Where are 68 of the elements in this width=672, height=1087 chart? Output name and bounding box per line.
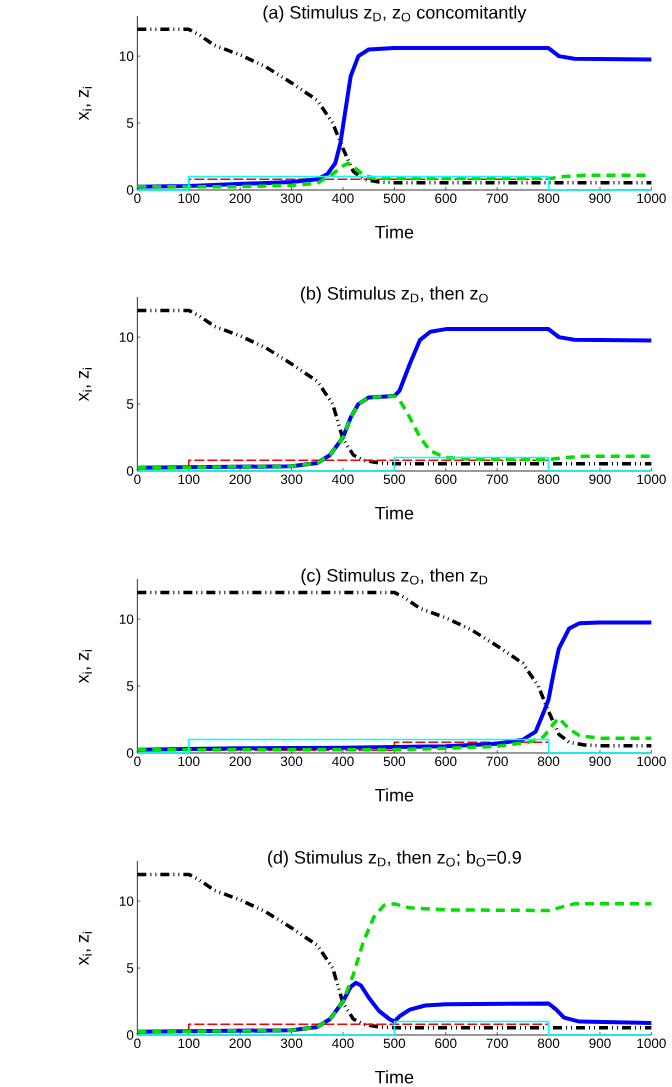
x-axis-title: Time bbox=[374, 506, 414, 520]
y-axis-title: x$_{i}$, z$_{i}$ bbox=[78, 368, 92, 402]
x-tick-label: 300 bbox=[280, 1038, 303, 1049]
x-tick-label: 100 bbox=[178, 756, 200, 767]
y-tick-label: 0 bbox=[126, 748, 134, 758]
y-tick-label: 5 bbox=[126, 399, 134, 409]
x-tick-label: 200 bbox=[229, 1038, 251, 1049]
y-tick-label: 10 bbox=[119, 51, 134, 61]
y-tick-label: 0 bbox=[126, 466, 134, 476]
chart-title: (d) Stimulus z$_{D}$, then z$_{O}$; b$_{O}$=0.9 bbox=[267, 850, 521, 868]
x-tick-label: 1000 bbox=[637, 1038, 666, 1049]
x-tick-label: 0 bbox=[133, 1038, 141, 1049]
x-tick-label: 200 bbox=[229, 756, 251, 767]
x-tick-label: 900 bbox=[589, 756, 611, 767]
x-tick-label: 900 bbox=[589, 193, 611, 204]
x-axis-title: Time bbox=[374, 1070, 414, 1084]
x-tick-label: 1000 bbox=[637, 193, 666, 204]
x-tick-label: 500 bbox=[383, 756, 405, 767]
x-tick-label: 800 bbox=[537, 756, 560, 767]
y-axis-title: x$_{i}$, z$_{i}$ bbox=[78, 932, 92, 966]
x-tick-label: 700 bbox=[486, 193, 508, 204]
x-axis-title: Time bbox=[374, 225, 414, 239]
x-tick-label: 300 bbox=[280, 756, 303, 767]
x-tick-label: 800 bbox=[537, 474, 560, 485]
y-tick-label: 10 bbox=[119, 614, 134, 624]
x-tick-label: 200 bbox=[229, 193, 251, 204]
x-tick-label: 400 bbox=[331, 756, 354, 767]
y-tick-label: 5 bbox=[126, 118, 134, 128]
y-tick-label: 5 bbox=[126, 963, 134, 973]
x-tick-label: 700 bbox=[486, 1038, 508, 1049]
x-tick-label: 100 bbox=[178, 474, 200, 485]
chart-title: (b) Stimulus z$_{D}$, then z$_{O}$ bbox=[300, 286, 488, 304]
x-tick-label: 900 bbox=[589, 474, 611, 485]
x-tick-label: 600 bbox=[435, 1038, 457, 1049]
y-axis-title: x$_{i}$, z$_{i}$ bbox=[78, 87, 92, 121]
x-tick-label: 100 bbox=[178, 193, 200, 204]
x-tick-label: 800 bbox=[537, 193, 560, 204]
y-tick-label: 10 bbox=[119, 896, 134, 906]
chart-title: (a) Stimulus z$_{D}$, z$_{O}$ concomitantly bbox=[263, 5, 527, 23]
x-tick-label: 600 bbox=[435, 193, 457, 204]
x-tick-label: 500 bbox=[383, 1038, 405, 1049]
x-tick-label: 1000 bbox=[637, 474, 666, 485]
x-tick-label: 200 bbox=[229, 474, 251, 485]
y-tick-label: 5 bbox=[126, 681, 134, 691]
x-tick-label: 300 bbox=[280, 193, 303, 204]
y-tick-label: 0 bbox=[126, 1030, 134, 1040]
y-axis-title: x$_{i}$, z$_{i}$ bbox=[78, 650, 92, 684]
x-tick-label: 0 bbox=[133, 193, 141, 204]
x-tick-label: 0 bbox=[133, 756, 141, 767]
x-tick-label: 800 bbox=[537, 1038, 560, 1049]
chart-title: (c) Stimulus z$_{O}$, then z$_{D}$ bbox=[301, 568, 488, 586]
x-tick-label: 400 bbox=[331, 474, 354, 485]
x-tick-label: 100 bbox=[178, 1038, 200, 1049]
x-tick-label: 400 bbox=[331, 193, 354, 204]
x-axis-title: Time bbox=[374, 788, 414, 802]
x-tick-label: 600 bbox=[435, 756, 457, 767]
x-tick-label: 0 bbox=[133, 474, 141, 485]
x-tick-label: 900 bbox=[589, 1038, 611, 1049]
x-tick-label: 400 bbox=[331, 1038, 354, 1049]
y-tick-label: 10 bbox=[119, 332, 134, 342]
x-tick-label: 600 bbox=[435, 474, 457, 485]
y-tick-label: 0 bbox=[126, 185, 134, 195]
x-tick-label: 300 bbox=[280, 474, 303, 485]
x-tick-label: 700 bbox=[486, 756, 508, 767]
x-tick-label: 1000 bbox=[637, 756, 666, 767]
x-tick-label: 500 bbox=[383, 474, 405, 485]
x-tick-label: 700 bbox=[486, 474, 508, 485]
x-tick-label: 500 bbox=[383, 193, 405, 204]
